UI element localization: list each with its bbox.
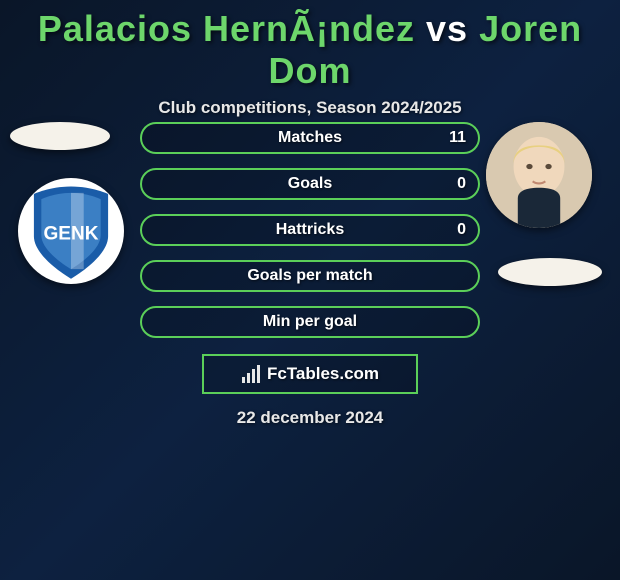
genk-logo: GENK bbox=[18, 178, 124, 284]
stat-value-right: 0 bbox=[457, 221, 466, 239]
stat-row: Goals 0 bbox=[140, 168, 480, 200]
stat-label: Matches bbox=[278, 129, 342, 147]
left-top-ellipse bbox=[10, 122, 110, 150]
player-face-placeholder bbox=[486, 122, 592, 228]
stat-row: Goals per match bbox=[140, 260, 480, 292]
stat-label: Goals per match bbox=[247, 267, 372, 285]
title-player1: Palacios HernÃ¡ndez bbox=[38, 8, 415, 49]
right-player-photo bbox=[486, 122, 592, 228]
brand-text: FcTables.com bbox=[267, 364, 379, 384]
left-club-logo-circle: GENK bbox=[18, 178, 124, 284]
right-bottom-ellipse bbox=[498, 258, 602, 286]
page-title: Palacios HernÃ¡ndez vs Joren Dom bbox=[0, 0, 620, 92]
stat-value-right: 11 bbox=[449, 129, 466, 147]
stat-row: Matches 11 bbox=[140, 122, 480, 154]
stat-label: Goals bbox=[288, 175, 332, 193]
svg-text:GENK: GENK bbox=[43, 223, 98, 244]
stat-value-right: 0 bbox=[457, 175, 466, 193]
chart-icon bbox=[241, 364, 261, 384]
subtitle: Club competitions, Season 2024/2025 bbox=[0, 98, 620, 118]
date-text: 22 december 2024 bbox=[0, 408, 620, 428]
stat-row: Hattricks 0 bbox=[140, 214, 480, 246]
stat-row: Min per goal bbox=[140, 306, 480, 338]
stat-label: Min per goal bbox=[263, 313, 357, 331]
stat-label: Hattricks bbox=[276, 221, 344, 239]
title-vs: vs bbox=[426, 8, 479, 49]
brand-box: FcTables.com bbox=[202, 354, 418, 394]
stats-container: Matches 11 Goals 0 Hattricks 0 Goals per match… bbox=[140, 122, 480, 352]
